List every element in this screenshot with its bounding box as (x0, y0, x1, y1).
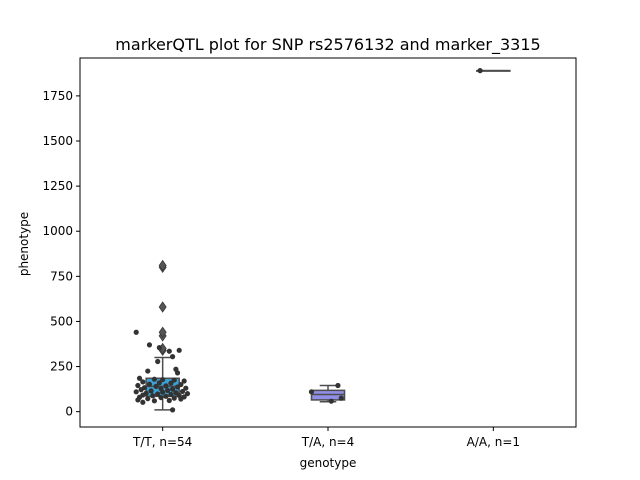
data-point (146, 342, 153, 348)
data-point (174, 384, 181, 390)
y-axis-label: phenotype (17, 212, 31, 276)
data-point (133, 389, 139, 395)
data-point (160, 389, 166, 395)
data-point (156, 380, 162, 386)
data-point (179, 388, 186, 395)
outlier-marker (158, 259, 167, 272)
data-point (166, 397, 172, 404)
data-point (165, 387, 171, 393)
data-point (145, 396, 151, 402)
data-point (184, 391, 191, 397)
data-point (169, 407, 176, 413)
data-point (169, 386, 176, 392)
data-point (140, 379, 146, 385)
data-point (158, 394, 164, 401)
data-point (174, 370, 181, 376)
data-point (153, 383, 159, 390)
y-tick-label: 1250 (42, 179, 73, 193)
data-point (148, 388, 154, 394)
data-point (156, 345, 162, 351)
x-tick-label: T/T, n=54 (132, 435, 192, 449)
y-tick-label: 750 (50, 269, 73, 283)
data-point (136, 375, 143, 381)
data-point (145, 368, 151, 374)
y-tick-label: 0 (65, 405, 73, 419)
data-point (138, 387, 144, 393)
data-point (171, 377, 177, 383)
data-point (151, 398, 157, 404)
y-tick-label: 1500 (42, 134, 73, 148)
data-point (181, 378, 187, 384)
points-layer (133, 68, 483, 413)
data-point (160, 376, 166, 383)
data-point (155, 391, 161, 397)
outlier-marker (158, 301, 167, 313)
y-tick-label: 250 (50, 360, 73, 374)
data-point (146, 381, 153, 387)
data-point (176, 347, 182, 353)
data-point (308, 389, 315, 395)
data-point (169, 354, 176, 360)
data-point (168, 380, 174, 386)
data-point (151, 376, 157, 382)
outlier-marker (158, 326, 167, 338)
data-point (163, 383, 169, 389)
box-group-2 (310, 384, 346, 403)
data-point (133, 329, 139, 335)
data-point (135, 382, 141, 389)
data-point (335, 382, 341, 389)
data-point (168, 391, 174, 398)
data-point (171, 395, 177, 401)
data-point (328, 398, 334, 404)
data-point (166, 348, 172, 354)
data-point (183, 385, 189, 391)
data-point (477, 68, 483, 74)
x-tick-label: A/A, n=1 (467, 435, 520, 449)
data-point (155, 358, 161, 365)
axes-layer: 0 250 500 750 1000 1250 1500 1750 T/T, n=54 T/A, … (42, 57, 577, 449)
y-tick-label: 1000 (42, 224, 73, 238)
chart-title: markerQTL plot for SNP rs2576132 and mar… (115, 35, 540, 55)
y-tick-label: 1750 (42, 89, 73, 103)
data-point (140, 399, 146, 405)
x-tick-label: T/A, n=4 (301, 435, 355, 449)
x-axis-label: genotype (300, 456, 357, 470)
data-point (135, 397, 141, 403)
data-point (163, 393, 169, 399)
data-point (178, 396, 184, 402)
data-point (150, 393, 156, 399)
data-point (338, 395, 344, 401)
y-tick-label: 500 (50, 314, 73, 328)
